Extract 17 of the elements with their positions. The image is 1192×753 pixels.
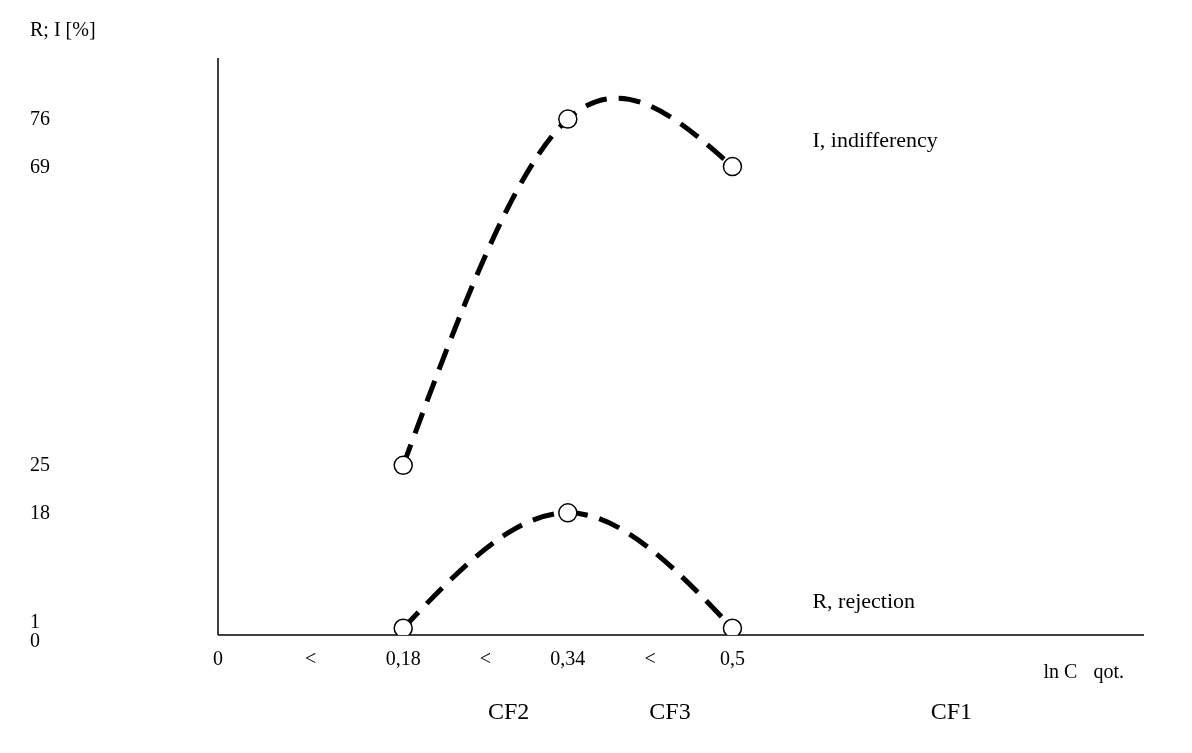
- x-tick-label: <: [304, 647, 317, 669]
- text: I, indifferency: [812, 126, 938, 152]
- cf-labels: CF2 CF3 CF1: [488, 698, 973, 725]
- y-axis-title: R; I [%]: [30, 18, 96, 41]
- x-tick-label: 0,18: [385, 647, 421, 669]
- y-tick-label: 69: [30, 154, 50, 177]
- x-tick-label: 0,5: [719, 647, 745, 669]
- text: R, rejection: [812, 588, 916, 614]
- x-tick-label: 0,34: [550, 647, 586, 669]
- y-tick-label: 76: [30, 107, 50, 130]
- y-tick-label: 25: [30, 453, 50, 476]
- x-tick-label: <: [479, 647, 492, 669]
- x-axis-title: ln C: [1043, 660, 1078, 682]
- y-tick-label: 18: [30, 500, 50, 523]
- x-tick-label: <: [644, 647, 656, 669]
- x-tick-label: 0: [213, 647, 223, 669]
- text: qot.: [1093, 660, 1124, 682]
